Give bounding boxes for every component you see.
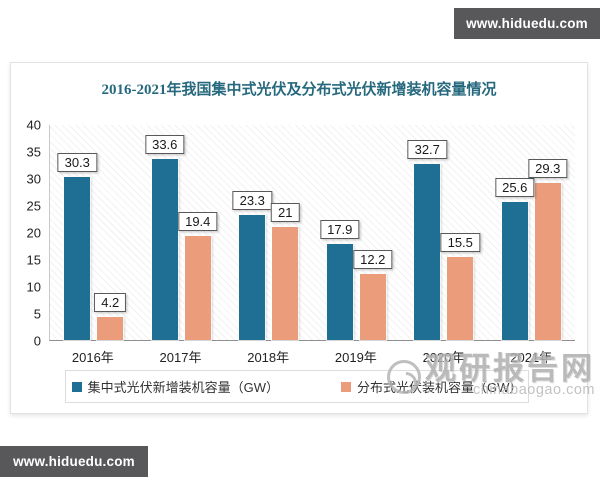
bar-series2: 15.5 bbox=[440, 232, 480, 342]
y-tick-label: 15 bbox=[26, 252, 41, 268]
plot-area: 30.3 4.2 33.6 19.4 23.3 21 17.9 12.2 32.7 15.5 25.… bbox=[49, 125, 576, 342]
bar-group: 33.6 19.4 bbox=[138, 125, 226, 342]
bar-series1: 23.3 bbox=[232, 190, 272, 342]
bar-series2: 4.2 bbox=[94, 293, 127, 341]
bar-value-label: 33.6 bbox=[145, 135, 185, 155]
top-right-url-text: www.hiduedu.com bbox=[466, 16, 588, 31]
bar-series2: 29.3 bbox=[528, 158, 568, 342]
bar-value-label: 32.7 bbox=[407, 140, 447, 160]
watermark-domain: chinabaogao.com bbox=[473, 382, 595, 399]
bar-group: 25.6 29.3 bbox=[488, 125, 576, 342]
bar-value-label: 23.3 bbox=[232, 190, 272, 210]
bar-value-label: 30.3 bbox=[57, 153, 97, 173]
bar-group: 30.3 4.2 bbox=[50, 125, 138, 341]
y-tick-label: 20 bbox=[26, 225, 41, 241]
bar-value-label: 17.9 bbox=[320, 219, 360, 239]
watermark: 观研报告网 chinabaogao.com bbox=[387, 351, 595, 399]
bar-value-label: 25.6 bbox=[495, 178, 535, 198]
chart-legend: 集中式光伏新增装机容量（GW） 分布式光伏装机容量（GW） bbox=[65, 370, 529, 403]
plot-groups: 30.3 4.2 33.6 19.4 23.3 21 17.9 12.2 32.7 15.5 25.… bbox=[50, 125, 576, 342]
x-tick-label: 2017年 bbox=[159, 350, 202, 365]
bar-series2: 12.2 bbox=[353, 250, 393, 341]
bar-value-label: 12.2 bbox=[353, 250, 393, 270]
bar-value-label: 4.2 bbox=[94, 293, 127, 313]
y-tick-label: 0 bbox=[33, 333, 41, 349]
x-tick-label: 2020年 bbox=[422, 350, 465, 365]
bar-value-label: 19.4 bbox=[178, 211, 218, 231]
y-axis: 0 5 10 15 20 25 30 35 40 bbox=[11, 118, 45, 349]
legend-item-series1: 集中式光伏新增装机容量（GW） bbox=[71, 377, 279, 396]
x-tick-label: 2021年 bbox=[510, 350, 553, 365]
bar-group: 17.9 12.2 bbox=[313, 125, 401, 342]
chart-title: 2016-2021年我国集中式光伏及分布式光伏新增装机容量情况 bbox=[101, 82, 497, 98]
bar-series2: 19.4 bbox=[178, 211, 218, 342]
y-tick-label: 5 bbox=[33, 306, 41, 322]
bar-group: 32.7 15.5 bbox=[400, 125, 488, 342]
y-tick-label: 35 bbox=[26, 144, 41, 160]
bar-series1: 30.3 bbox=[57, 153, 97, 341]
bar-value-label: 29.3 bbox=[528, 158, 568, 178]
legend-swatch-series1 bbox=[71, 381, 82, 392]
bar-series2: 21 bbox=[271, 203, 300, 341]
x-axis: 2016年 2017年 2018年 2019年 2020年 2021年 bbox=[49, 347, 575, 366]
legend-label-series1: 集中式光伏新增装机容量（GW） bbox=[87, 380, 279, 395]
chart-card: 2016-2021年我国集中式光伏及分布式光伏新增装机容量情况 0 5 10 15 20… bbox=[10, 62, 588, 414]
y-tick-label: 40 bbox=[26, 117, 41, 133]
x-tick-label: 2019年 bbox=[334, 350, 377, 365]
bar-series1: 32.7 bbox=[407, 140, 447, 341]
bottom-left-url-banner: www.hiduedu.com bbox=[0, 446, 148, 477]
bar-value-label: 15.5 bbox=[440, 232, 480, 252]
y-tick-label: 10 bbox=[26, 279, 41, 295]
bar-group: 23.3 21 bbox=[225, 125, 313, 342]
top-right-url-banner: www.hiduedu.com bbox=[454, 8, 600, 39]
bar-value-label: 21 bbox=[271, 203, 300, 223]
bar-series1: 25.6 bbox=[495, 178, 535, 341]
bottom-left-url-text: www.hiduedu.com bbox=[13, 454, 135, 469]
y-tick-label: 30 bbox=[26, 171, 41, 187]
legend-swatch-series2 bbox=[341, 381, 351, 392]
x-tick-label: 2018年 bbox=[247, 350, 290, 365]
y-tick-label: 25 bbox=[26, 198, 41, 214]
bar-series1: 33.6 bbox=[145, 135, 185, 341]
x-tick-label: 2016年 bbox=[71, 350, 114, 365]
bar-series1: 17.9 bbox=[320, 219, 360, 342]
watermark-logo-icon bbox=[387, 360, 421, 394]
watermark-brand: 观研报告网 bbox=[425, 351, 595, 386]
